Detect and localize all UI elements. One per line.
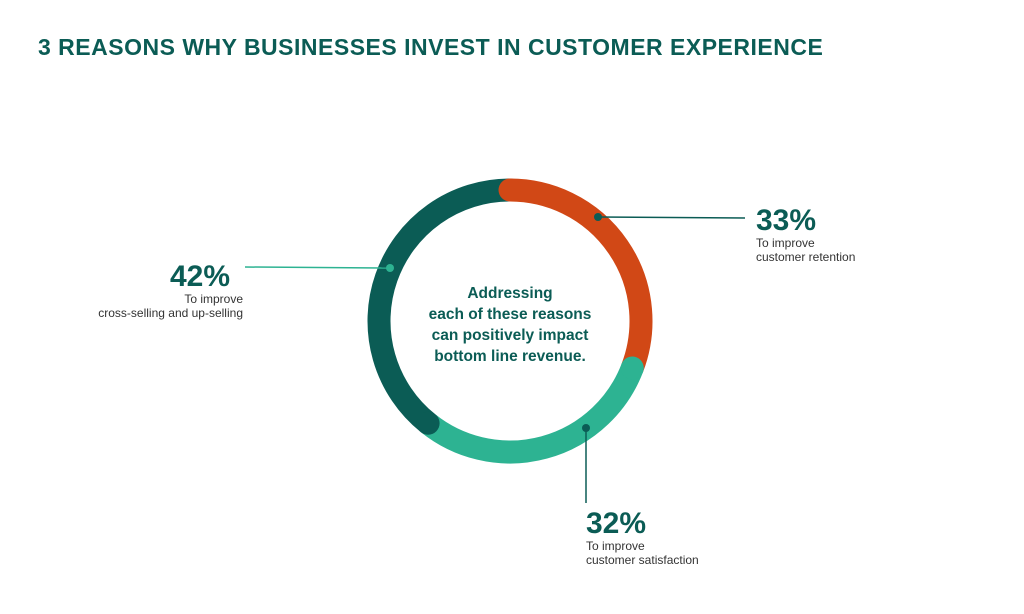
label-cross-selling: 42% To improve cross-selling and up-sell…	[43, 260, 243, 321]
slice-round-cap	[416, 411, 440, 435]
leader-line	[244, 266, 391, 269]
center-text-line: Addressing	[467, 285, 553, 302]
label-desc: To improve	[586, 539, 645, 553]
label-retention: 33% To improve customer retention	[756, 204, 856, 265]
center-text-line: bottom line revenue.	[434, 348, 586, 365]
leader-line	[597, 216, 746, 219]
chart-title: 3 REASONS WHY BUSINESSES INVEST IN CUSTO…	[38, 34, 824, 60]
label-desc: To improve	[184, 292, 243, 306]
donut-slice	[420, 363, 644, 464]
center-text-line: each of these reasons	[428, 306, 592, 323]
label-satisfaction: 32% To improve customer satisfaction	[586, 507, 699, 568]
data-label: 32%	[586, 507, 647, 540]
data-label: 33%	[756, 204, 817, 237]
leader-dot	[386, 264, 394, 272]
label-desc: customer satisfaction	[586, 553, 699, 567]
data-label: 42%	[170, 260, 231, 293]
center-text-line: can positively impact	[431, 327, 589, 344]
donut-slice	[509, 178, 653, 373]
slice-round-cap	[620, 356, 644, 380]
donut-slice	[367, 178, 511, 433]
center-text: Addressing each of these reasons can pos…	[410, 283, 610, 367]
leader-dot	[582, 424, 590, 432]
label-desc: To improve	[756, 236, 815, 250]
label-desc: customer retention	[756, 250, 856, 264]
leader-dot	[594, 213, 602, 221]
slice-round-cap	[498, 178, 522, 202]
label-desc: cross-selling and up-selling	[98, 306, 243, 320]
